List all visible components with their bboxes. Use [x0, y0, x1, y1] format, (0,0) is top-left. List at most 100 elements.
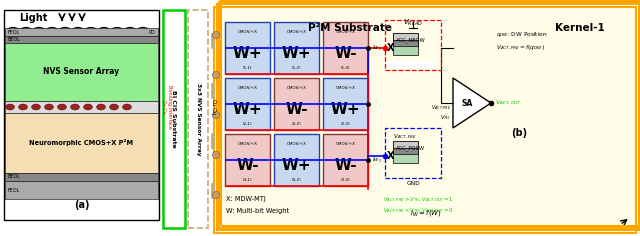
Text: BI CIS Substrate: BI CIS Substrate — [172, 90, 177, 148]
Ellipse shape — [97, 104, 106, 110]
Ellipse shape — [31, 104, 40, 110]
Text: ACC_NEGW: ACC_NEGW — [396, 37, 426, 43]
Bar — [219, 2, 640, 228]
Text: W-: W- — [334, 46, 357, 60]
Bar — [225, 22, 270, 74]
Bar — [323, 78, 368, 130]
Text: $V_{ACT,PRE}$: $V_{ACT,PRE}$ — [393, 133, 417, 141]
Text: (2,2): (2,2) — [292, 122, 301, 126]
Text: (3,1): (3,1) — [243, 178, 252, 182]
Text: $V_{READ}$: $V_{READ}$ — [403, 18, 423, 28]
Text: W-: W- — [285, 101, 308, 117]
Circle shape — [212, 31, 220, 38]
Bar — [323, 134, 368, 186]
Bar — [393, 141, 418, 148]
Text: $V_{ACT,PRE}=f(q_{DW})$: $V_{ACT,PRE}=f(q_{DW})$ — [496, 44, 545, 52]
Text: $I_W = f(W)$: $I_W = f(W)$ — [410, 208, 442, 218]
Text: CMOS/+X: CMOS/+X — [335, 30, 355, 34]
Text: $V_{ACT,PRE}$: $V_{ACT,PRE}$ — [431, 104, 451, 112]
Text: FEOL: FEOL — [7, 187, 19, 193]
Bar — [214, 7, 636, 233]
Bar — [274, 22, 319, 74]
Circle shape — [212, 191, 220, 198]
Text: W+: W+ — [233, 101, 262, 117]
Ellipse shape — [58, 104, 67, 110]
Bar — [5, 173, 158, 181]
Bar — [385, 61, 435, 69]
Text: NVS Sensor Array: NVS Sensor Array — [44, 67, 120, 76]
Text: Light: Light — [19, 13, 47, 23]
Text: FEOL: FEOL — [7, 30, 19, 34]
Text: SA: SA — [461, 98, 472, 108]
Text: X: X — [387, 151, 395, 161]
Text: (3,3): (3,3) — [340, 178, 350, 182]
Text: BEOL: BEOL — [7, 174, 20, 180]
Text: W+: W+ — [282, 46, 311, 60]
Bar — [385, 20, 441, 70]
Bar — [5, 113, 158, 173]
Text: Kernel-1: Kernel-1 — [555, 23, 605, 33]
Polygon shape — [453, 78, 491, 128]
Bar — [5, 181, 158, 199]
Text: 3x3 NVS Sensor Array: 3x3 NVS Sensor Array — [195, 83, 200, 155]
Bar — [5, 28, 158, 36]
Bar — [393, 148, 418, 154]
Bar — [393, 141, 418, 163]
Bar — [225, 134, 270, 186]
Text: $V_{ACT,PRE} > V_{TH}$, $V_{ACT,OUT} = 1$: $V_{ACT,PRE} > V_{TH}$, $V_{ACT,OUT} = 1… — [383, 196, 454, 204]
Text: (a): (a) — [74, 200, 89, 210]
Circle shape — [212, 72, 220, 79]
Bar — [221, 0, 640, 226]
Bar — [4, 10, 159, 220]
Text: (1,3): (1,3) — [340, 66, 350, 70]
Bar — [323, 22, 368, 74]
Bar — [211, 182, 214, 198]
Text: GND: GND — [406, 181, 420, 186]
Text: CMOS/+X: CMOS/+X — [335, 142, 355, 146]
Text: W-: W- — [236, 157, 259, 173]
Text: (b): (b) — [511, 128, 527, 138]
Text: ACC_POSW: ACC_POSW — [396, 145, 426, 151]
Text: CMOS/+X: CMOS/+X — [237, 142, 257, 146]
Text: PD: PD — [148, 30, 155, 34]
Bar — [217, 4, 639, 230]
Text: Bonding Interface: Bonding Interface — [167, 85, 172, 129]
Bar — [393, 40, 418, 46]
Text: $V_{ACT,OUT}$: $V_{ACT,OUT}$ — [495, 99, 522, 107]
Text: CMOS/+X: CMOS/+X — [237, 86, 257, 90]
Bar — [393, 33, 418, 55]
Text: (1,1): (1,1) — [243, 66, 252, 70]
Bar — [274, 134, 319, 186]
Bar — [211, 132, 214, 148]
Text: $I_{W_1}$: $I_{W_1}$ — [372, 43, 382, 53]
Text: CMOS/+X: CMOS/+X — [287, 30, 307, 34]
Text: Cu-Cu: Cu-Cu — [161, 100, 166, 114]
Ellipse shape — [109, 104, 118, 110]
Text: $q_{DW}$: DW Position: $q_{DW}$: DW Position — [496, 30, 548, 39]
Text: W+: W+ — [233, 46, 262, 60]
Bar — [163, 10, 185, 228]
Bar — [188, 10, 208, 228]
Text: Cu-Cu: Cu-Cu — [211, 99, 216, 115]
Text: (1,2): (1,2) — [292, 66, 301, 70]
Ellipse shape — [122, 104, 131, 110]
Bar — [5, 43, 158, 101]
Bar — [5, 101, 158, 113]
Text: (2,3): (2,3) — [340, 122, 350, 126]
Text: (2,1): (2,1) — [243, 122, 252, 126]
Bar — [274, 78, 319, 130]
Bar — [225, 78, 270, 130]
Text: W: Multi-bit Weight: W: Multi-bit Weight — [226, 208, 289, 214]
Circle shape — [212, 111, 220, 118]
Ellipse shape — [70, 104, 79, 110]
Text: P²M Substrate: P²M Substrate — [308, 23, 392, 33]
Bar — [385, 128, 441, 178]
Text: X: MDW-MTJ: X: MDW-MTJ — [226, 196, 266, 202]
Ellipse shape — [83, 104, 93, 110]
Bar — [5, 36, 158, 43]
Bar — [211, 83, 214, 97]
Text: (3,2): (3,2) — [292, 178, 301, 182]
Bar — [211, 33, 214, 47]
Text: $V_{TH}$: $V_{TH}$ — [440, 114, 451, 122]
Circle shape — [212, 152, 220, 159]
